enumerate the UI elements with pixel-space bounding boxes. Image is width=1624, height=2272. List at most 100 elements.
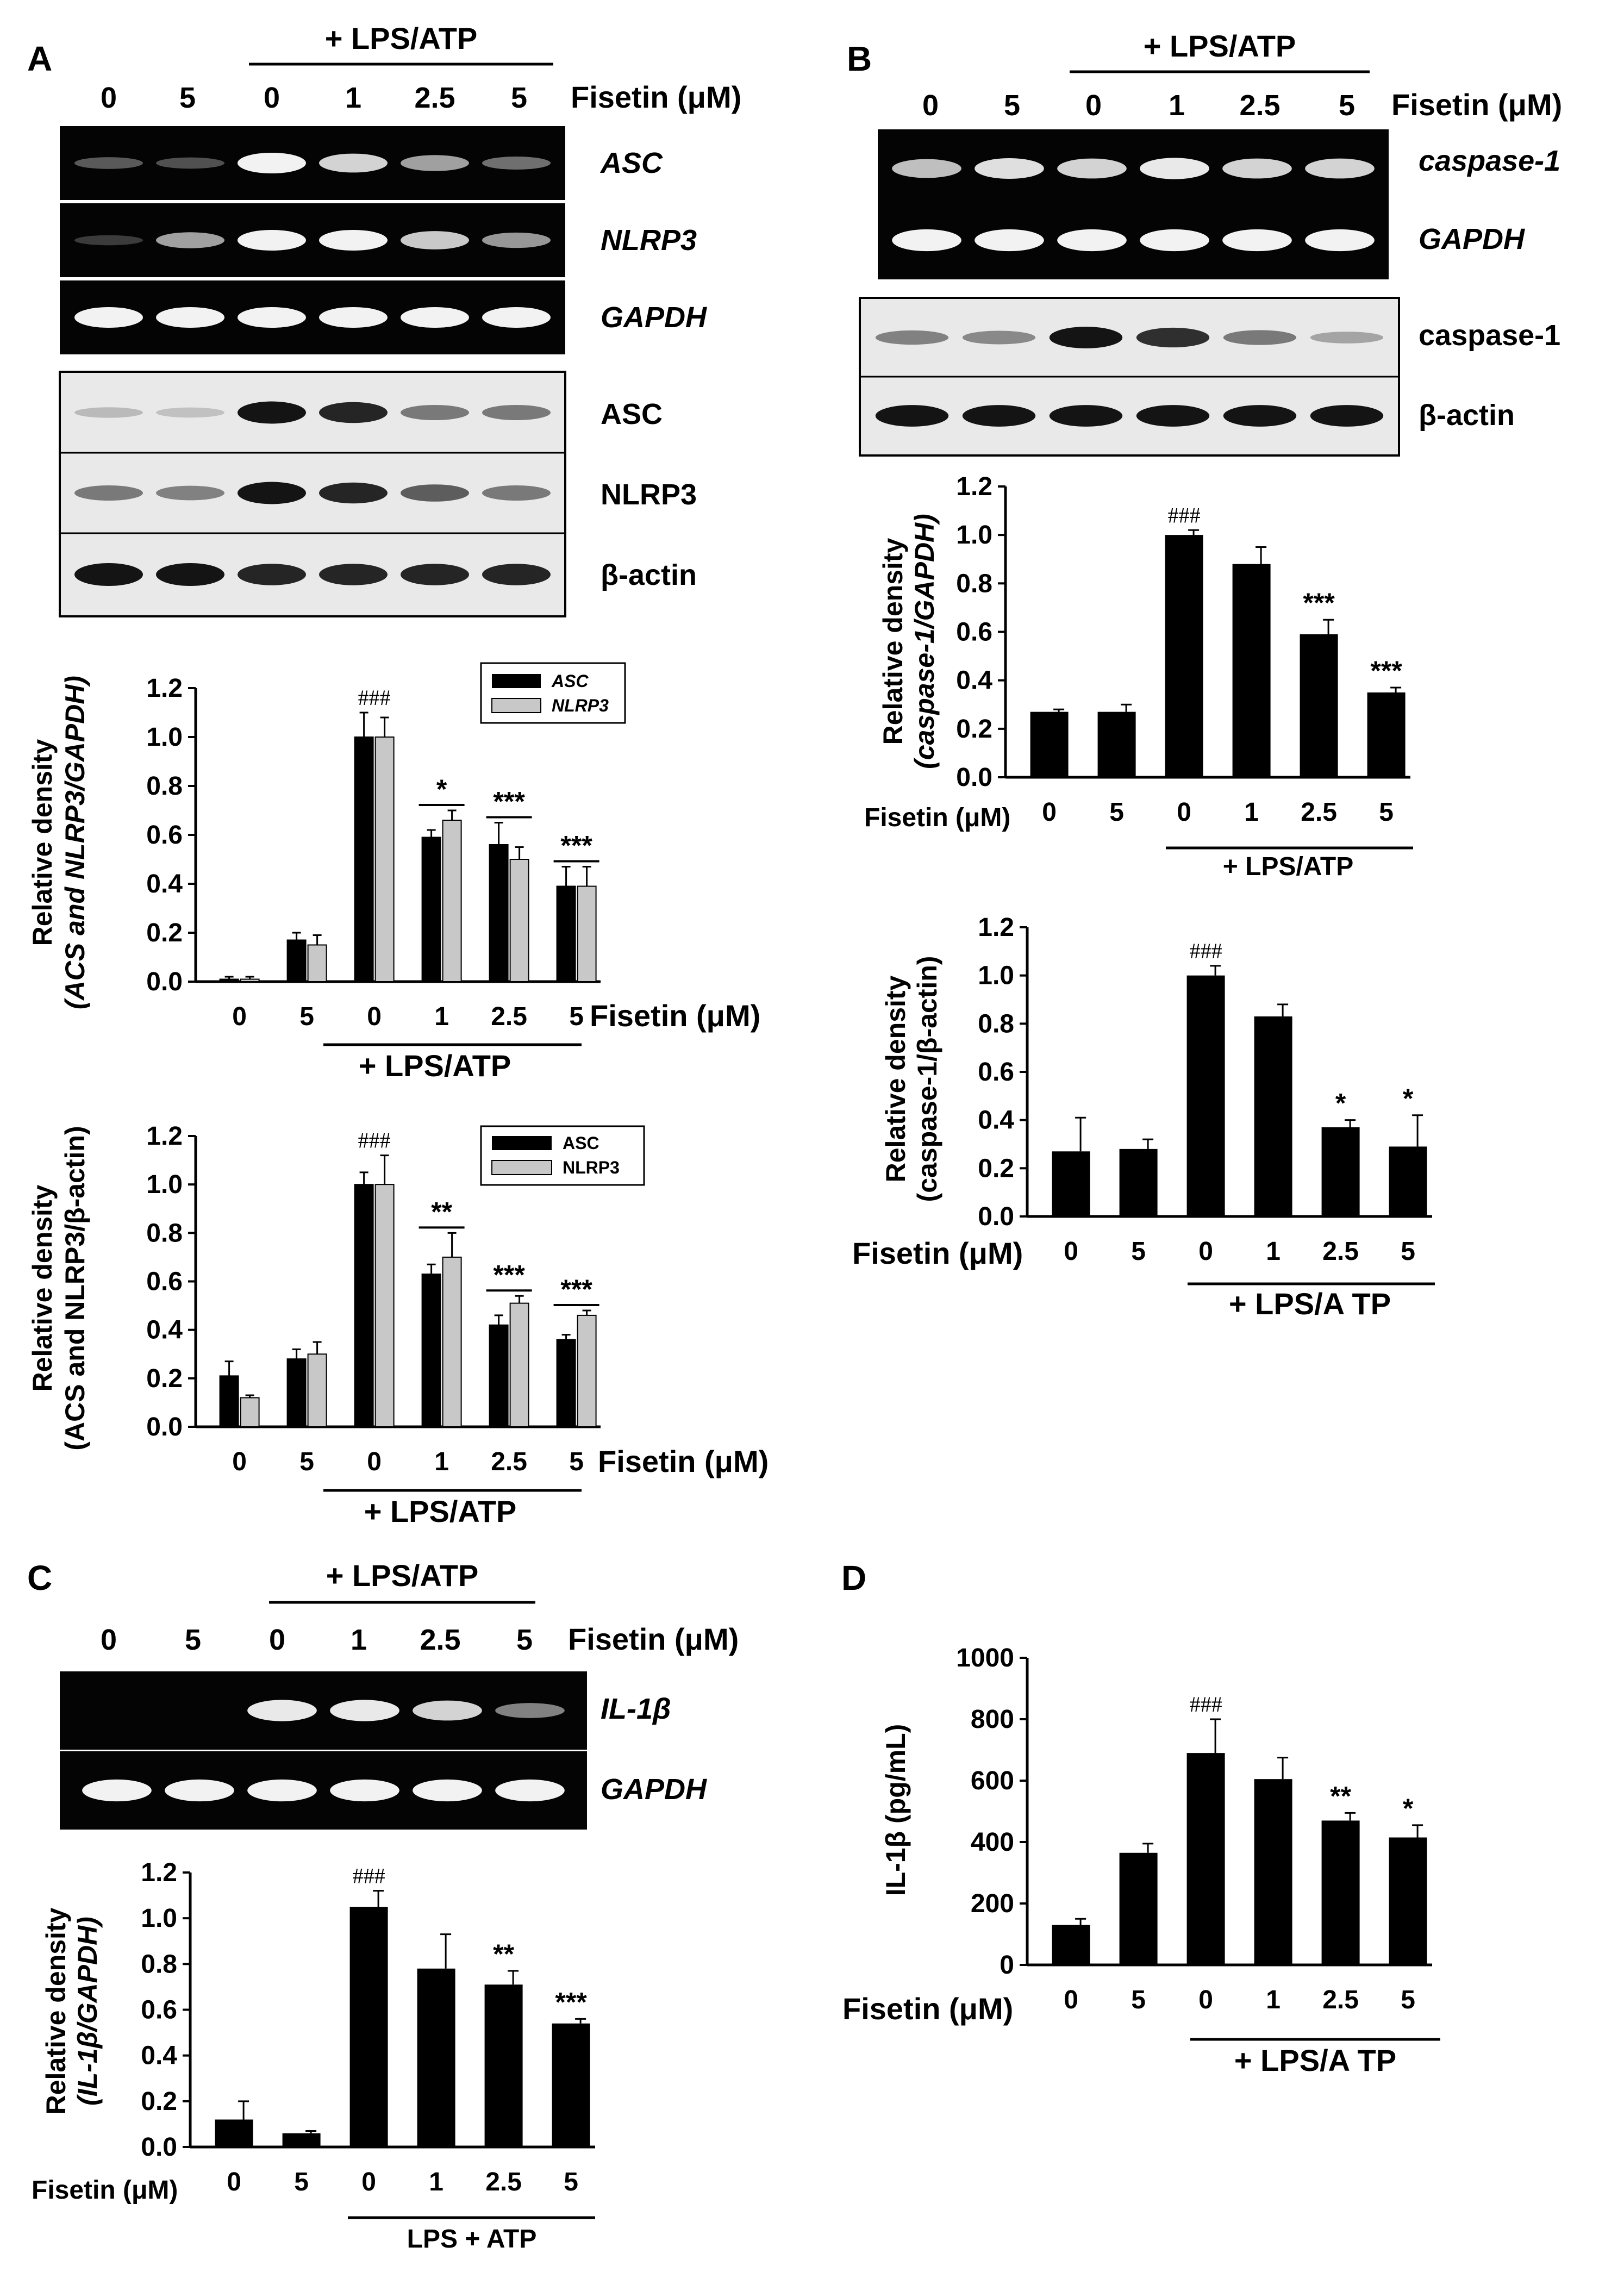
significance-star: *** — [560, 1274, 592, 1304]
fisetin-label-a-top: Fisetin (μM) — [571, 80, 741, 114]
bar-asc — [354, 736, 374, 982]
blot-band — [247, 1700, 317, 1721]
significance-hash: ### — [358, 1128, 391, 1153]
significance-hash: ### — [353, 1864, 385, 1888]
y-tick-label: 0.0 — [146, 1413, 183, 1441]
x-tick-label: 0 — [1042, 798, 1057, 827]
panel-letter-d: D — [841, 1558, 866, 1597]
x-tick-label: 5 — [1379, 798, 1394, 827]
fisetin-label-b-top: Fisetin (μM) — [1391, 88, 1562, 122]
blot-band — [401, 307, 469, 328]
x-tick-label: 0 — [361, 2168, 376, 2196]
lane-label: 0 — [101, 82, 117, 114]
y-axis-label-b1-sub: (caspase-1/GAPDH) — [909, 514, 940, 769]
fisetin-label-a1: Fisetin (μM) — [590, 998, 760, 1033]
bar — [484, 1984, 523, 2147]
bar-nlrp3 — [374, 1184, 395, 1428]
gel-strip-asc — [60, 126, 565, 200]
legend-label-asc: ASC — [551, 671, 589, 691]
x-tick-label: 0 — [232, 1002, 247, 1031]
significance-star: *** — [555, 1987, 587, 2017]
blot-label-beta-actin-b: β-actin — [1419, 399, 1515, 432]
y-tick-label: 0.6 — [146, 821, 183, 850]
gel-strip-gapdh — [60, 280, 565, 354]
legend-label-nlrp3: NLRP3 — [552, 696, 609, 715]
y-tick-label: 0.8 — [141, 1950, 177, 1978]
blot-band — [1222, 229, 1292, 252]
blot-band — [238, 229, 306, 251]
lane-label: 5 — [516, 1624, 533, 1656]
y-tick-label: 1.0 — [978, 962, 1014, 990]
lane-label: 2.5 — [1239, 89, 1280, 122]
western-blot-caspase-1 — [861, 299, 1398, 376]
legend-label-nlrp3: NLRP3 — [563, 1158, 620, 1177]
y-tick-label: 1.0 — [146, 1170, 183, 1199]
bar — [1030, 711, 1069, 777]
blot-band — [482, 404, 551, 421]
x-tick-label: 0 — [1198, 1986, 1213, 2014]
western-blot-beta-actin-b — [861, 377, 1398, 454]
y-tick-label: 1.2 — [978, 913, 1014, 942]
blot-band — [482, 232, 551, 248]
gel-strip-il-1b — [60, 1671, 587, 1750]
legend-a2: ASC NLRP3 — [480, 1125, 645, 1186]
blot-band — [74, 235, 143, 246]
blot-band — [401, 484, 469, 502]
blot-band — [156, 307, 224, 328]
y-tick-label: 0.8 — [146, 1219, 183, 1247]
bar-nlrp3 — [307, 1353, 327, 1427]
blot-band — [1049, 405, 1123, 427]
x-tick-label: 0 — [367, 1447, 382, 1476]
blot-band — [495, 1779, 565, 1802]
blot-band — [482, 157, 551, 170]
bar-chart-b-protein: 0.0 0.2 0.4 0.6 0.8 1.0 1.2 0 5 0 ### 1 2.5 * 5 * — [978, 913, 1432, 1266]
lane-label: 5 — [1004, 89, 1020, 122]
gel-label-nlrp3: NLRP3 — [601, 224, 697, 257]
blot-label-nlrp3: NLRP3 — [601, 478, 697, 511]
y-tick-label: 0.6 — [141, 1996, 177, 2025]
y-axis-label-a1: Relative density — [27, 739, 58, 946]
bar-chart-d-elisa: 0 200 400 600 800 1000 0 5 0 ### 1 2.5 ** 5 * — [956, 1644, 1432, 2014]
significance-star: ** — [1330, 1781, 1351, 1811]
gel-label-gapdh: GAPDH — [601, 301, 707, 334]
bar-nlrp3 — [442, 820, 462, 982]
y-tick-label: 600 — [971, 1767, 1014, 1795]
bar — [1254, 1779, 1292, 1965]
bar — [349, 1907, 388, 2147]
gel-strip-caspase-1 — [878, 129, 1389, 208]
y-axis-label-b2-sub: (caspase-1/β-actin) — [912, 956, 942, 1202]
blot-band — [156, 157, 224, 169]
blot-band — [1223, 330, 1297, 345]
blot-band — [238, 482, 306, 504]
bar — [1300, 634, 1338, 777]
y-tick-label: 0.8 — [956, 569, 992, 598]
x-tick-label: 5 — [564, 2168, 578, 2196]
lps-plus-atp-label-c1: LPS + ATP — [407, 2225, 537, 2254]
bar — [1119, 1852, 1158, 1965]
bar — [215, 2119, 253, 2147]
x-tick-label: 0 — [367, 1002, 382, 1031]
panel-letter-a: A — [27, 39, 52, 78]
x-tick-label: 5 — [299, 1002, 314, 1031]
bar-nlrp3 — [307, 944, 327, 982]
significance-hash: ### — [1190, 939, 1222, 963]
bar-asc — [556, 885, 576, 982]
lane-label: 0 — [269, 1624, 285, 1656]
blot-band — [1222, 158, 1292, 179]
x-tick-label: 5 — [1131, 1986, 1146, 2014]
bar-asc — [489, 844, 509, 982]
bar — [1052, 1925, 1090, 1965]
significance-star: * — [1335, 1088, 1346, 1119]
lps-atp-label-a1: + LPS/ATP — [359, 1048, 511, 1083]
blot-band — [495, 1703, 565, 1718]
bar — [1367, 692, 1406, 777]
legend-swatch-nlrp3 — [491, 1160, 552, 1175]
blot-background — [60, 126, 565, 200]
y-tick-label: 0.2 — [146, 1364, 183, 1393]
bar-nlrp3 — [374, 736, 395, 982]
lane-label: 1 — [1169, 89, 1185, 122]
x-tick-label: 5 — [569, 1447, 584, 1476]
bar — [1097, 711, 1136, 777]
bar — [1232, 564, 1271, 777]
y-axis-label-a1-sub: (ACS and NLRP3/GAPDH) — [60, 676, 90, 1009]
